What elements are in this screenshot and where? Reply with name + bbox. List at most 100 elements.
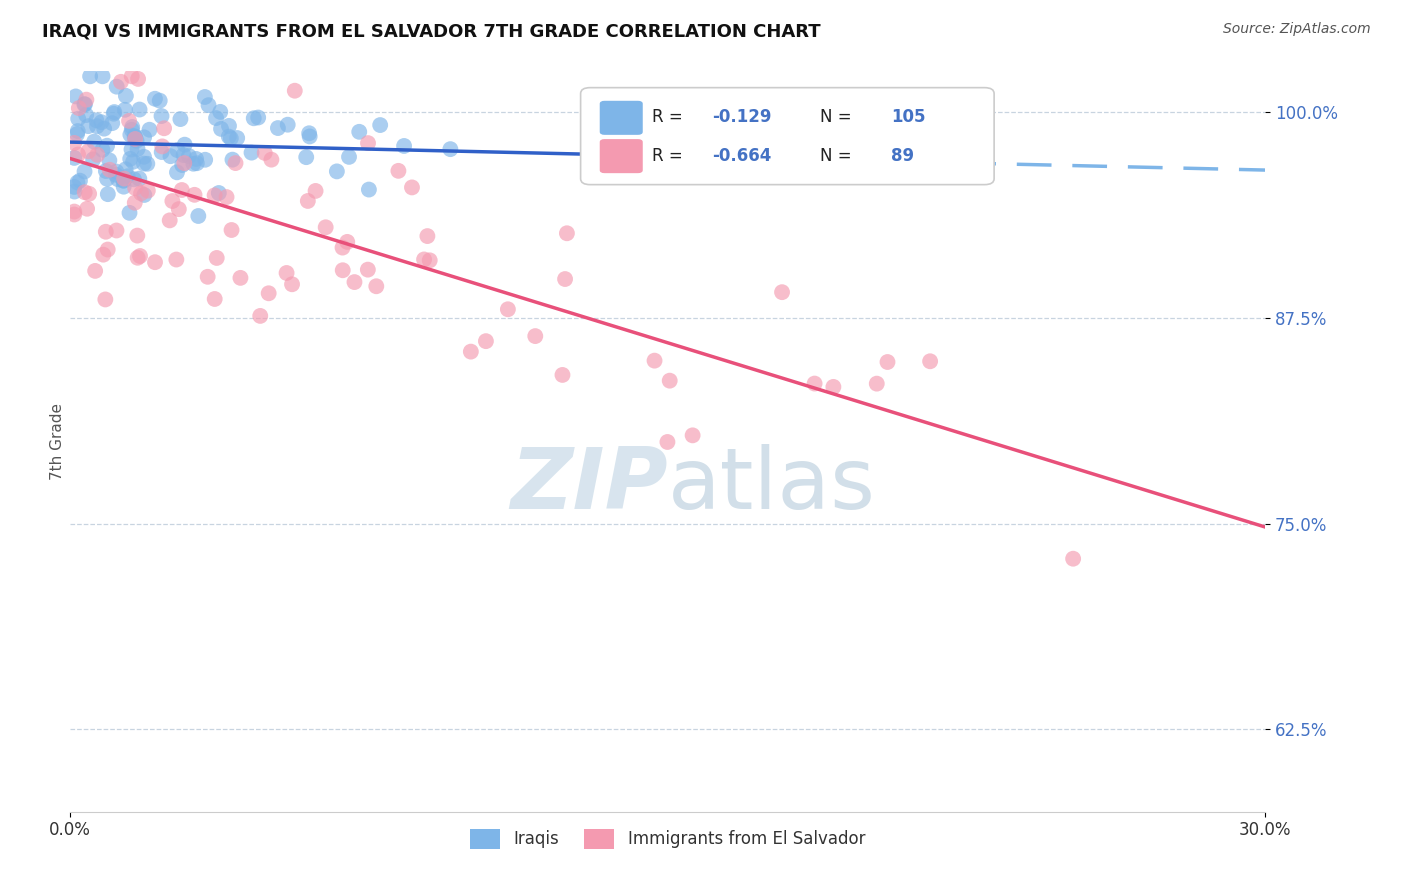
Point bbox=[105, 79, 128, 94]
Text: 105: 105 bbox=[891, 108, 925, 126]
Point bbox=[205, 111, 228, 125]
Point bbox=[281, 277, 304, 292]
Point bbox=[225, 156, 247, 170]
Point bbox=[554, 272, 576, 286]
Point bbox=[183, 187, 205, 202]
Point bbox=[357, 183, 380, 197]
Point bbox=[138, 122, 160, 136]
Point bbox=[86, 148, 108, 162]
Point bbox=[460, 344, 482, 359]
Point bbox=[63, 180, 86, 194]
Point bbox=[124, 195, 146, 210]
Point bbox=[368, 118, 391, 132]
Point bbox=[101, 116, 124, 130]
Point bbox=[82, 153, 104, 167]
Point bbox=[91, 143, 114, 157]
Point bbox=[127, 228, 149, 243]
Point bbox=[177, 149, 200, 163]
Point bbox=[73, 97, 96, 112]
Point bbox=[125, 134, 148, 148]
Point bbox=[77, 145, 100, 159]
Point bbox=[97, 243, 120, 257]
Point bbox=[240, 145, 263, 160]
Point bbox=[209, 121, 232, 136]
Point bbox=[143, 255, 166, 269]
Point bbox=[304, 184, 326, 198]
Point bbox=[129, 186, 152, 201]
Text: Source: ZipAtlas.com: Source: ZipAtlas.com bbox=[1223, 22, 1371, 37]
Text: R =: R = bbox=[652, 108, 689, 126]
Point bbox=[105, 223, 128, 237]
Point bbox=[112, 179, 135, 194]
Point bbox=[219, 131, 242, 145]
Text: ZIP: ZIP bbox=[510, 444, 668, 527]
Point bbox=[920, 354, 942, 368]
Point bbox=[803, 376, 825, 391]
Text: 89: 89 bbox=[891, 146, 914, 165]
Point bbox=[117, 169, 139, 184]
Point bbox=[187, 209, 209, 223]
Point bbox=[114, 103, 136, 117]
Point bbox=[121, 122, 143, 136]
Point bbox=[84, 264, 107, 278]
Point bbox=[392, 139, 415, 153]
Point bbox=[112, 171, 135, 186]
Text: R =: R = bbox=[652, 146, 689, 165]
Point bbox=[75, 108, 97, 122]
Point bbox=[260, 153, 283, 167]
Point bbox=[150, 109, 173, 123]
Point bbox=[221, 223, 243, 237]
Point bbox=[96, 138, 118, 153]
Point bbox=[136, 157, 159, 171]
Point bbox=[124, 129, 146, 144]
Point bbox=[298, 126, 321, 140]
Point bbox=[134, 188, 156, 202]
Point bbox=[183, 157, 205, 171]
Point bbox=[173, 148, 195, 162]
Point bbox=[357, 136, 380, 150]
Point bbox=[253, 145, 276, 160]
Point bbox=[136, 184, 159, 198]
Point bbox=[66, 124, 89, 138]
Point bbox=[120, 152, 142, 166]
Point bbox=[555, 227, 578, 241]
Point bbox=[63, 151, 86, 165]
Point bbox=[866, 376, 889, 391]
Point bbox=[419, 253, 441, 268]
Point bbox=[124, 181, 146, 195]
Point bbox=[132, 130, 155, 145]
Point bbox=[166, 143, 188, 157]
Point bbox=[276, 266, 298, 280]
Point bbox=[121, 143, 143, 157]
Point bbox=[118, 206, 141, 220]
Point bbox=[69, 174, 91, 188]
Point bbox=[209, 104, 232, 119]
Point bbox=[63, 185, 86, 199]
Point bbox=[770, 285, 793, 300]
Point bbox=[93, 121, 115, 136]
Point bbox=[315, 220, 337, 235]
Point bbox=[96, 171, 118, 186]
Point bbox=[63, 136, 86, 150]
Point bbox=[439, 142, 461, 156]
Point bbox=[110, 75, 132, 89]
Point bbox=[366, 279, 388, 293]
Point bbox=[153, 121, 176, 136]
Point bbox=[247, 111, 270, 125]
Point bbox=[76, 202, 98, 216]
Point bbox=[197, 98, 219, 112]
Point bbox=[112, 174, 135, 188]
Point bbox=[336, 235, 359, 249]
Point bbox=[122, 154, 145, 169]
Point bbox=[86, 119, 108, 133]
Point bbox=[159, 213, 181, 227]
Point bbox=[77, 186, 100, 201]
Point bbox=[128, 103, 150, 117]
Point bbox=[127, 71, 149, 86]
Point bbox=[215, 190, 238, 204]
Point bbox=[337, 150, 360, 164]
Point bbox=[277, 118, 299, 132]
Point bbox=[124, 129, 146, 144]
Point bbox=[475, 334, 498, 348]
Point bbox=[524, 329, 547, 343]
